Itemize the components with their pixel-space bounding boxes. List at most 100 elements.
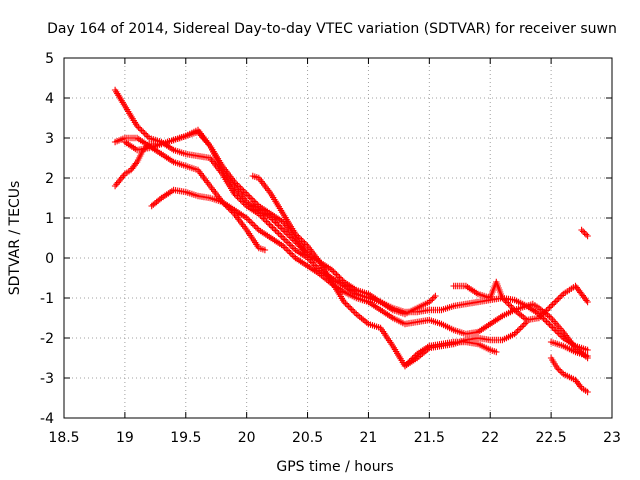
data-point bbox=[584, 232, 591, 240]
data-point bbox=[506, 302, 514, 309]
x-tick-label: 23 bbox=[603, 430, 621, 446]
data-point bbox=[540, 310, 547, 317]
chart-title: Day 164 of 2014, Sidereal Day-to-day VTE… bbox=[47, 21, 617, 37]
data-point bbox=[581, 229, 588, 237]
series-track-4 bbox=[121, 126, 311, 258]
data-point bbox=[547, 302, 555, 310]
data-point bbox=[554, 328, 561, 336]
data-point bbox=[512, 329, 520, 336]
data-point bbox=[503, 299, 511, 306]
data-point bbox=[334, 272, 342, 280]
data-point bbox=[308, 259, 316, 266]
x-axis-label: GPS time / hours bbox=[276, 459, 393, 475]
data-point bbox=[301, 239, 308, 247]
data-point bbox=[222, 201, 229, 209]
data-point bbox=[140, 128, 147, 136]
data-point bbox=[537, 313, 544, 320]
data-point bbox=[144, 133, 151, 140]
data-point bbox=[232, 192, 240, 199]
x-tick-label: 20.5 bbox=[292, 430, 323, 446]
axis-ticks: 18.5 19 19.5 20 20.5 21 21.5 22 22.5 23-4-3-2-101… bbox=[40, 51, 621, 446]
data-point bbox=[269, 224, 276, 231]
data-point bbox=[401, 362, 409, 370]
data-point bbox=[514, 327, 521, 335]
data-point bbox=[133, 122, 141, 130]
data-point bbox=[558, 369, 565, 376]
y-axis-label: SDTVAR / TECUs bbox=[7, 181, 23, 296]
data-point bbox=[517, 324, 524, 332]
data-point bbox=[342, 300, 349, 307]
data-point bbox=[430, 294, 438, 301]
data-point bbox=[272, 219, 279, 226]
data-point bbox=[345, 303, 352, 310]
data-point bbox=[281, 244, 288, 251]
data-point bbox=[270, 225, 278, 233]
data-point bbox=[293, 232, 301, 239]
data-point bbox=[260, 215, 267, 222]
data-point bbox=[273, 228, 281, 236]
data-point bbox=[584, 352, 591, 360]
data-point bbox=[336, 274, 343, 281]
data-point bbox=[249, 196, 256, 204]
data-point bbox=[135, 124, 142, 131]
data-point bbox=[499, 294, 506, 302]
data-point bbox=[267, 222, 275, 230]
y-tick-label: 2 bbox=[45, 171, 54, 187]
data-point bbox=[549, 301, 556, 308]
data-point bbox=[243, 190, 250, 198]
data-point bbox=[287, 242, 294, 249]
series-track-8 bbox=[401, 338, 500, 370]
data-point bbox=[500, 296, 508, 303]
x-tick-label: 19 bbox=[116, 430, 134, 446]
data-point bbox=[289, 243, 296, 251]
series-track-7 bbox=[450, 278, 591, 324]
y-tick-label: -4 bbox=[40, 411, 54, 427]
data-point bbox=[347, 304, 354, 312]
data-point bbox=[237, 184, 244, 192]
data-point bbox=[543, 318, 550, 325]
y-tick-label: -1 bbox=[40, 291, 54, 307]
data-point bbox=[286, 248, 293, 256]
data-point bbox=[541, 316, 549, 324]
data-point bbox=[284, 239, 291, 246]
data-point bbox=[351, 309, 358, 316]
data-point bbox=[547, 322, 555, 330]
data-point bbox=[538, 311, 546, 319]
series-track-11 bbox=[578, 226, 591, 240]
data-point bbox=[289, 251, 296, 259]
data-point bbox=[544, 319, 552, 327]
data-point bbox=[555, 330, 562, 337]
x-tick-label: 22 bbox=[481, 430, 499, 446]
data-point bbox=[546, 304, 553, 311]
y-tick-label: 5 bbox=[45, 51, 54, 67]
data-point bbox=[299, 238, 307, 245]
y-tick-label: -3 bbox=[40, 371, 54, 387]
data-point bbox=[298, 236, 305, 244]
data-point bbox=[246, 193, 253, 201]
data-point bbox=[248, 195, 255, 202]
x-tick-label: 18.5 bbox=[48, 430, 79, 446]
data-point bbox=[266, 221, 273, 228]
data-point bbox=[287, 250, 294, 257]
series-track-9 bbox=[547, 354, 591, 396]
data-point bbox=[219, 198, 226, 206]
data-point bbox=[273, 220, 281, 228]
data-point bbox=[558, 292, 565, 299]
data-point bbox=[520, 321, 527, 329]
data-point bbox=[544, 305, 552, 313]
data-point bbox=[275, 222, 282, 229]
series-track-2 bbox=[111, 134, 591, 362]
data-point bbox=[245, 192, 252, 199]
data-point bbox=[240, 187, 247, 195]
data-point bbox=[404, 359, 412, 367]
data-point bbox=[555, 295, 562, 302]
data-point bbox=[235, 183, 243, 190]
data-point bbox=[246, 217, 253, 225]
data-point bbox=[286, 240, 293, 248]
data-point bbox=[223, 203, 231, 210]
data-point bbox=[243, 214, 250, 222]
data-point bbox=[519, 323, 526, 330]
data-point bbox=[143, 131, 150, 139]
data-point bbox=[283, 245, 290, 253]
